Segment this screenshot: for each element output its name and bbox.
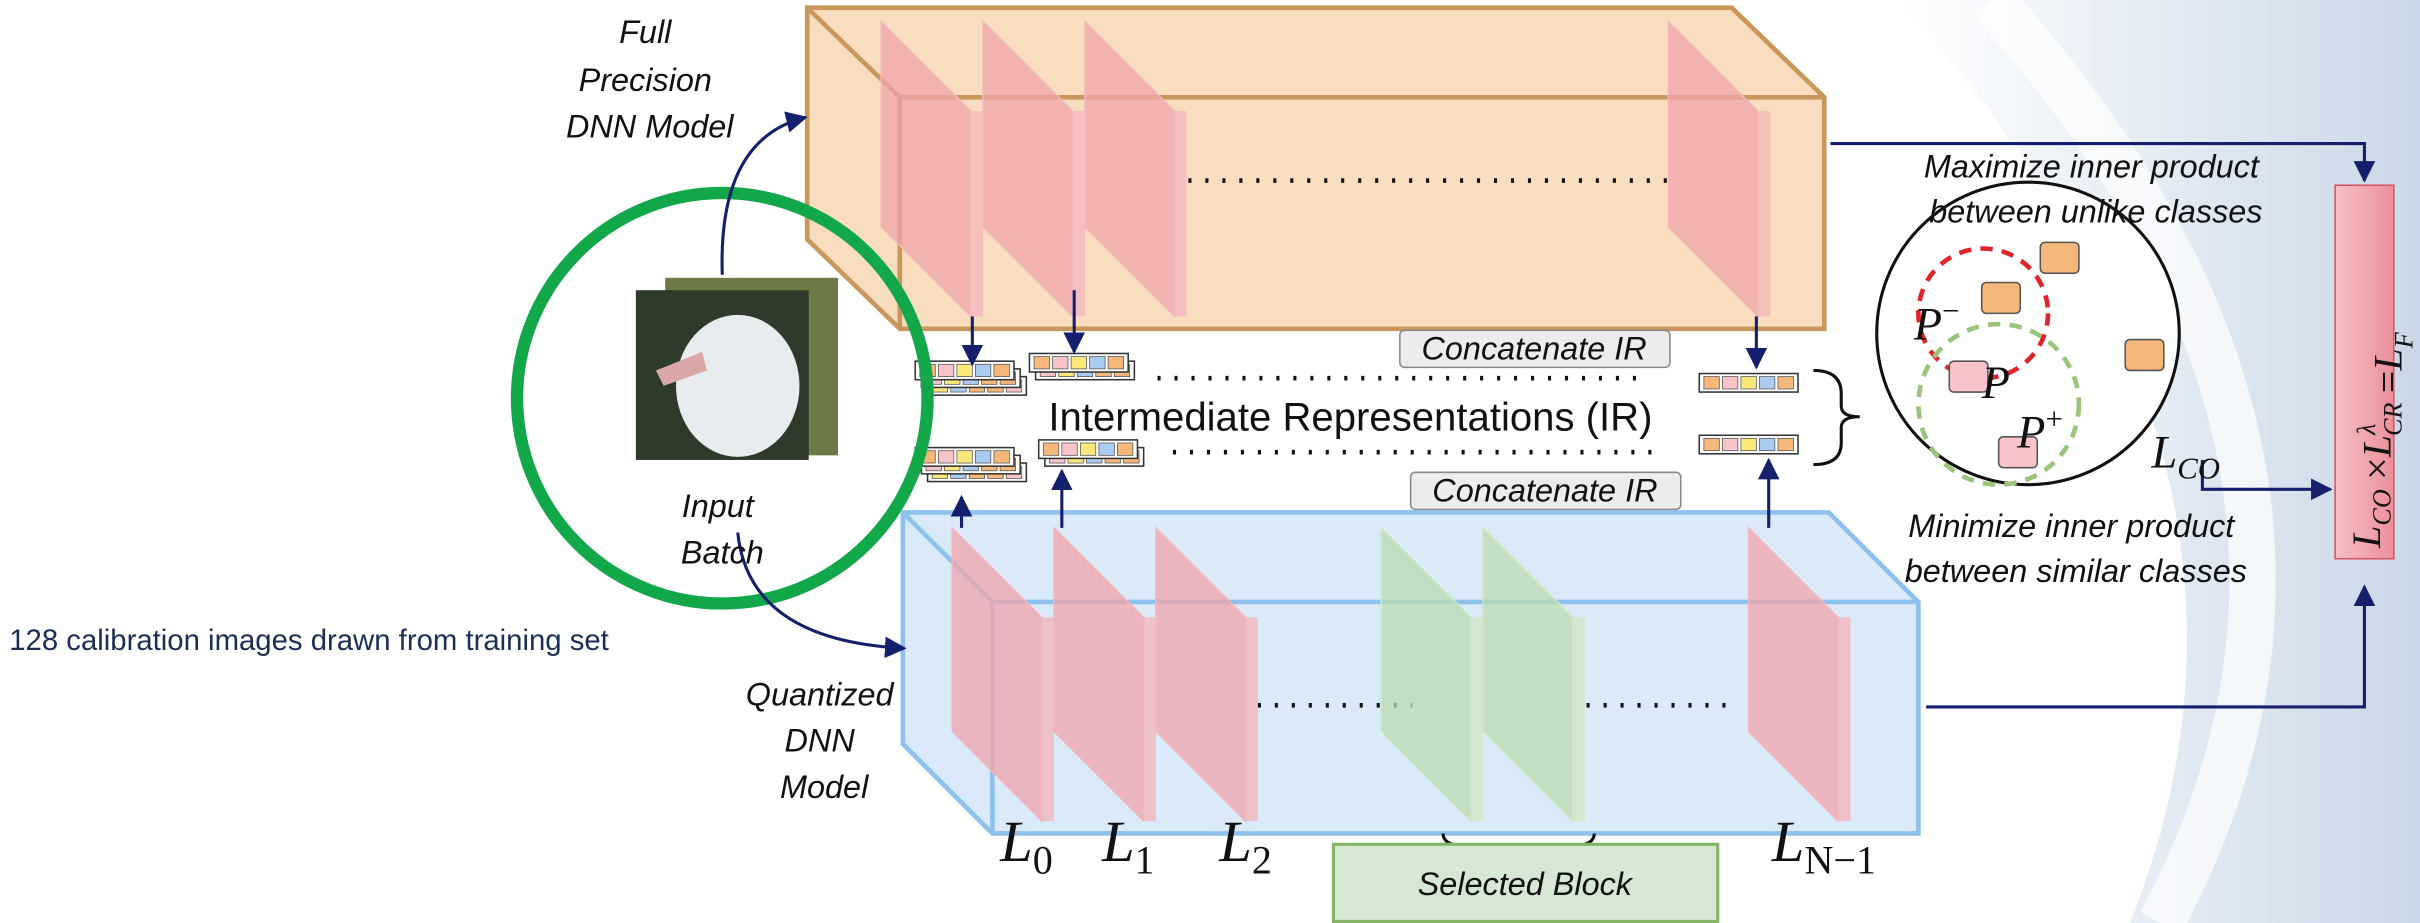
ir-cell: [1741, 438, 1756, 450]
ir-title: Intermediate Representations (IR): [1048, 395, 1652, 440]
ir-cell: [957, 364, 972, 376]
ir-cell: [1071, 357, 1086, 369]
ir-cell: [1090, 357, 1105, 369]
line: Model: [780, 769, 869, 805]
base: P: [2016, 408, 2045, 459]
line: between unlike classes: [1929, 193, 2262, 229]
ir-cell: [994, 451, 1009, 463]
calibration-note: 128 calibration images drawn from traini…: [9, 624, 609, 657]
layer-side: [1144, 617, 1156, 821]
line: Full: [619, 14, 672, 50]
diagram: Selected Block L0 L1 L2 LN−1 Concatenate…: [0, 0, 2420, 923]
line: Batch: [681, 534, 764, 570]
layer-side: [1758, 111, 1770, 316]
base: L: [999, 809, 1033, 874]
layer-side: [1175, 111, 1187, 316]
sample: [1982, 282, 2021, 313]
sup: λ: [2352, 424, 2381, 436]
full-precision-box: [807, 8, 1824, 329]
layer-side: [1073, 111, 1085, 316]
ir-cell: [1778, 377, 1793, 389]
ir-cell: [938, 451, 953, 463]
ir-cell: [1704, 438, 1719, 450]
layer-side: [1573, 617, 1585, 821]
layer-side: [1245, 617, 1257, 821]
layer-side: [1471, 617, 1483, 821]
sup: +: [2045, 402, 2062, 436]
sup: −: [1942, 294, 1959, 328]
ir-cell: [1099, 443, 1114, 455]
ir-cell: [1043, 443, 1058, 455]
ir-cell: [994, 364, 1009, 376]
layer-side: [971, 111, 983, 316]
sub: N−1: [1804, 838, 1876, 883]
line: Maximize inner product: [1924, 149, 2261, 185]
sub: 0: [1033, 838, 1053, 883]
line: Quantized: [746, 676, 895, 712]
ir-cell: [1722, 438, 1737, 450]
sub: CO: [2368, 489, 2397, 525]
ir-cell: [1741, 377, 1756, 389]
layer-side: [1838, 617, 1850, 821]
ir-cell: [1034, 357, 1049, 369]
ir-cell: [938, 364, 953, 376]
selected-block-label: Selected Block: [1418, 866, 1634, 902]
ir-cell: [957, 451, 972, 463]
sub: CR: [2378, 402, 2407, 436]
line: Minimize inner product: [1908, 508, 2236, 544]
base: L: [2355, 435, 2400, 458]
input-batch-label: Input Batch: [681, 488, 764, 570]
base: L: [1101, 809, 1135, 874]
input-image: [636, 278, 838, 460]
bird: [676, 315, 799, 457]
base: L: [1218, 809, 1252, 874]
operator: ×: [2355, 457, 2400, 480]
quantized-label: Quantized DNN Model: [746, 676, 903, 805]
line: DNN Model: [566, 108, 734, 144]
p-label: P: [1981, 358, 2010, 409]
ir-cell: [1080, 443, 1095, 455]
line: DNN: [785, 723, 856, 759]
ir-cell: [975, 364, 990, 376]
ir-cell: [1108, 357, 1123, 369]
ir-cell: [1759, 438, 1774, 450]
brace: [1813, 370, 1859, 464]
concat-label: Concatenate IR: [1432, 473, 1657, 509]
operator: =: [2365, 371, 2410, 394]
ir-cell: [975, 451, 990, 463]
sample: [2125, 340, 2164, 371]
ir-cell: [1062, 443, 1077, 455]
sample: [2040, 242, 2079, 273]
ir-cell: [1117, 443, 1132, 455]
base: L: [2365, 348, 2410, 371]
base: L: [1771, 809, 1805, 874]
sub: CO: [2177, 451, 2220, 485]
base: L: [2344, 526, 2389, 549]
ir-cell: [1704, 377, 1719, 389]
line: between similar classes: [1905, 553, 2247, 589]
sub: 1: [1135, 838, 1155, 883]
sub: 2: [1252, 838, 1272, 883]
base: P: [1913, 300, 1942, 351]
ir-cell: [1053, 357, 1068, 369]
ir-cell: [1778, 438, 1793, 450]
ir-cell: [1722, 377, 1737, 389]
sub: F: [2389, 331, 2418, 349]
full-precision-label: Full Precision DNN Model: [566, 14, 734, 144]
line: Input: [682, 488, 756, 524]
base: L: [2150, 428, 2177, 479]
layer-side: [1042, 617, 1054, 821]
concat-label: Concatenate IR: [1422, 331, 1647, 367]
ir-cell: [1759, 377, 1774, 389]
line: Precision: [579, 62, 712, 98]
